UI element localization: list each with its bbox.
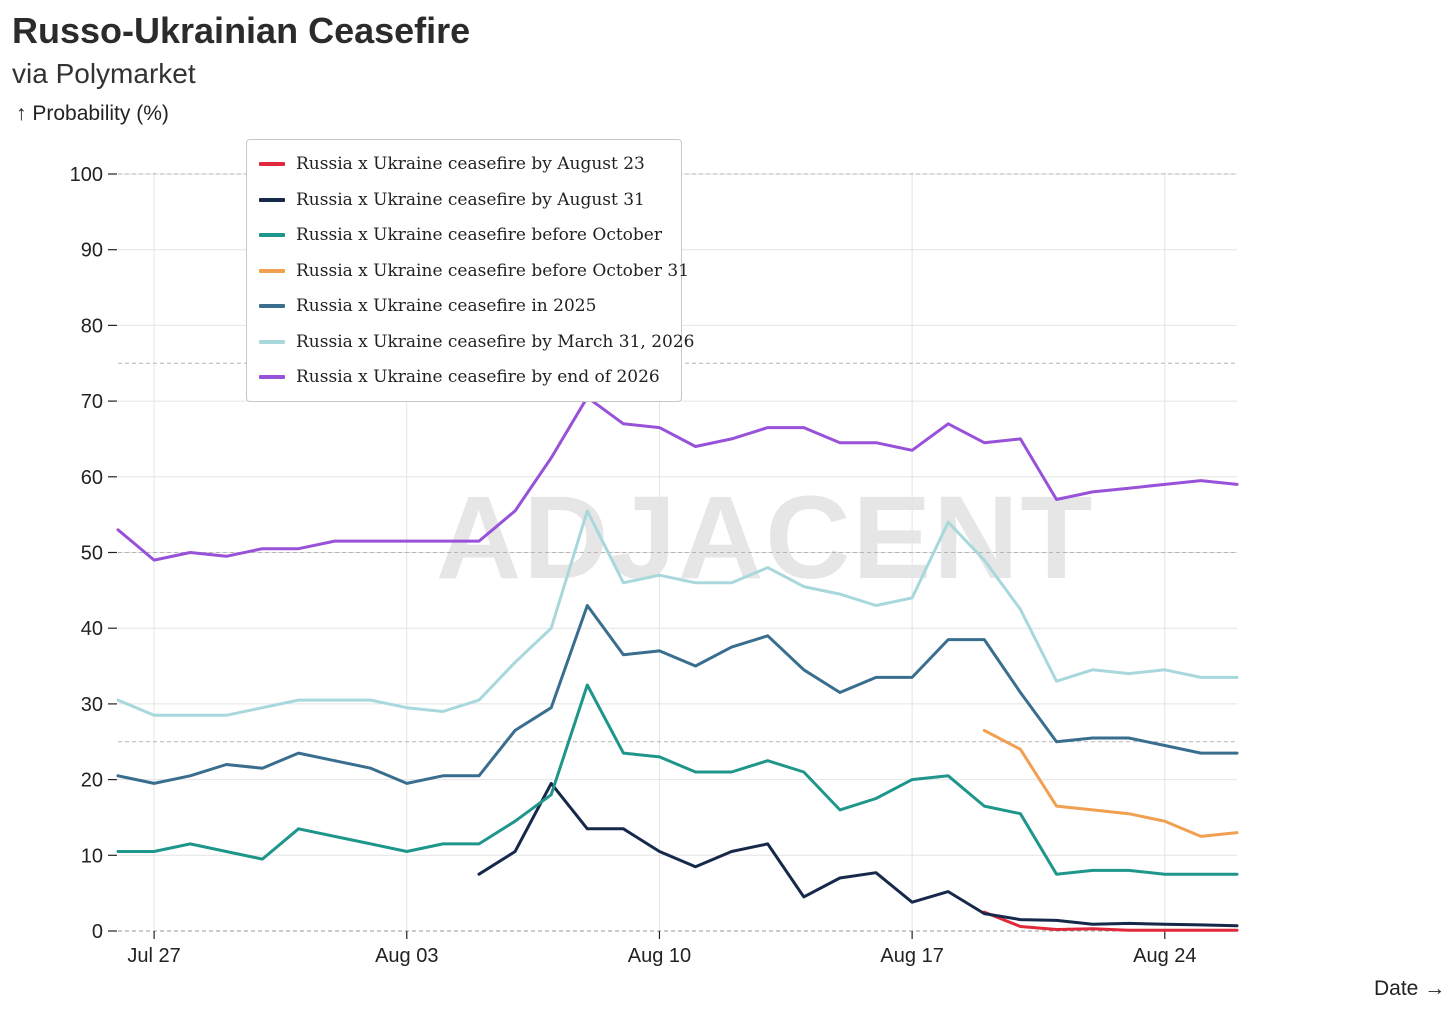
y-tick-label: 20 — [81, 770, 103, 792]
y-axis: 0 10 20 30 40 50 60 70 80 90 100 — [70, 164, 117, 943]
legend-item: Russia x Ukraine ceasefire by August 31 — [259, 188, 645, 212]
x-tick-label: Jul 27 — [127, 945, 180, 967]
legend-label: Russia x Ukraine ceasefire by August 23 — [296, 154, 645, 174]
legend-label: Russia x Ukraine ceasefire in 2025 — [296, 296, 597, 316]
y-tick-label: 70 — [81, 391, 103, 413]
legend-item: Russia x Ukraine ceasefire in 2025 — [259, 294, 596, 318]
legend-swatch — [259, 339, 285, 344]
legend-swatch — [259, 304, 285, 308]
y-tick-label: 80 — [81, 315, 103, 337]
y-axis-label: ↑ Probability (%) — [16, 102, 169, 125]
legend-swatch — [259, 197, 285, 202]
legend: Russia x Ukraine ceasefire by August 23 R… — [246, 139, 694, 402]
y-tick-label: 90 — [81, 240, 103, 262]
legend-item: Russia x Ukraine ceasefire by March 31, … — [259, 330, 694, 354]
legend-label: Russia x Ukraine ceasefire by end of 202… — [296, 367, 660, 387]
y-tick-label: 100 — [70, 164, 103, 186]
legend-swatch — [259, 162, 285, 166]
chart-subtitle: via Polymarket — [12, 58, 196, 89]
series-line-6 — [116, 509, 1239, 717]
y-tick-label: 50 — [81, 543, 103, 565]
legend-label: Russia x Ukraine ceasefire before Octobe… — [296, 225, 662, 245]
series-line-7 — [116, 395, 1239, 562]
y-tick-label: 0 — [92, 921, 103, 943]
x-axis-label: Date → — [1374, 977, 1446, 1000]
y-tick-label: 30 — [81, 694, 103, 716]
series-lines — [116, 395, 1239, 932]
series-line-1 — [982, 910, 1239, 932]
legend-swatch — [259, 233, 285, 237]
legend-label: Russia x Ukraine ceasefire before Octobe… — [296, 260, 690, 281]
watermark: ADJACENT — [436, 472, 1095, 604]
x-tick-label: Aug 24 — [1133, 945, 1196, 967]
reference-lines — [118, 173, 1237, 932]
x-tick-label: Aug 03 — [375, 945, 438, 967]
legend-item: Russia x Ukraine ceasefire before Octobe… — [259, 259, 689, 283]
x-tick-label: Aug 17 — [880, 945, 943, 967]
legend-item: Russia x Ukraine ceasefire by end of 202… — [259, 365, 660, 389]
series-line-5 — [116, 604, 1239, 785]
y-tick-label: 10 — [81, 845, 103, 867]
legend-item: Russia x Ukraine ceasefire by August 23 — [259, 152, 645, 176]
x-axis: Jul 27 Aug 03 Aug 10 Aug 17 Aug 24 — [127, 931, 1197, 967]
legend-label: Russia x Ukraine ceasefire by August 31 — [296, 189, 645, 210]
series-line-3 — [116, 683, 1239, 876]
x-tick-label: Aug 10 — [628, 945, 691, 967]
legend-label: Russia x Ukraine ceasefire by March 31, … — [296, 331, 695, 352]
y-tick-label: 60 — [81, 467, 103, 489]
legend-swatch — [259, 375, 285, 379]
series-line-2 — [477, 781, 1239, 928]
series-line-4 — [982, 728, 1239, 838]
legend-item: Russia x Ukraine ceasefire before Octobe… — [259, 223, 662, 247]
y-tick-label: 40 — [81, 618, 103, 640]
legend-swatch — [259, 268, 285, 273]
chart-title: Russo-Ukrainian Ceasefire — [12, 10, 471, 51]
